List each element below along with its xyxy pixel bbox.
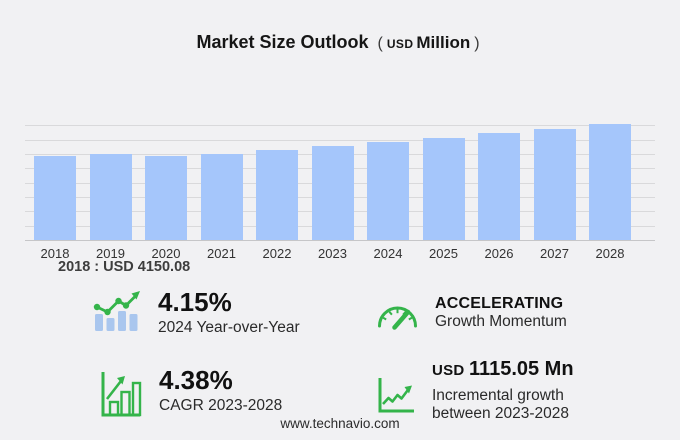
bar-2023 bbox=[311, 145, 354, 240]
line-chart-icon bbox=[376, 375, 416, 420]
x-axis-line bbox=[25, 240, 655, 241]
title-paren-open: ( bbox=[377, 35, 383, 52]
x-axis-labels: 2018 2019 2020 2021 2022 2023 2024 2025 2026 2027… bbox=[25, 246, 655, 262]
bar-2028 bbox=[589, 123, 631, 240]
incremental-label-line2: between 2023-2028 bbox=[432, 405, 570, 422]
bar-2024 bbox=[367, 142, 409, 240]
x-label-2024: 2024 bbox=[373, 246, 403, 261]
momentum-value: ACCELERATING bbox=[435, 295, 564, 312]
bar-2025 bbox=[422, 137, 465, 240]
stat-cagr: 4.38% CAGR 2023-2028 bbox=[98, 366, 282, 423]
x-label-2022: 2022 bbox=[262, 246, 292, 261]
x-label-2028: 2028 bbox=[595, 246, 625, 261]
bar-2027 bbox=[533, 128, 576, 240]
cagr-value: 4.38% bbox=[159, 365, 233, 395]
x-label-2018: 2018 bbox=[40, 246, 70, 261]
incremental-value: USD 1115.05 Mn bbox=[432, 358, 574, 382]
title-unit-usd: USD bbox=[386, 37, 414, 51]
bar-2026 bbox=[478, 133, 520, 240]
growth-bars-icon bbox=[98, 370, 142, 423]
x-label-2025: 2025 bbox=[429, 246, 458, 261]
yoy-label: 2024 Year-over-Year bbox=[158, 319, 300, 336]
title-paren-close: ) bbox=[474, 35, 480, 52]
chart-annotation-2018-value: 2018 : USD 4150.08 bbox=[58, 259, 191, 275]
gridline bbox=[25, 125, 655, 127]
incremental-label-line1: Incremental growth bbox=[432, 387, 564, 404]
x-label-2027: 2027 bbox=[540, 246, 569, 261]
incremental-value-prefix: USD bbox=[432, 362, 465, 379]
bar-2018 bbox=[34, 156, 76, 240]
x-label-2021: 2021 bbox=[207, 246, 236, 261]
stat-yoy: 4.15% 2024 Year-over-Year bbox=[92, 288, 300, 337]
title-main: Market Size Outlook bbox=[196, 32, 369, 52]
cagr-label: CAGR 2023-2028 bbox=[159, 397, 283, 414]
x-label-2020: 2020 bbox=[151, 246, 181, 261]
bar-chart-plot-area bbox=[25, 108, 655, 241]
x-label-2026: 2026 bbox=[484, 246, 514, 261]
x-label-2023: 2023 bbox=[318, 246, 347, 261]
gridline bbox=[25, 139, 655, 141]
bar-2019 bbox=[89, 153, 132, 240]
title-unit-million: Million bbox=[416, 33, 471, 52]
bar-trend-icon bbox=[92, 290, 142, 337]
stat-momentum: ACCELERATING Growth Momentum bbox=[374, 290, 567, 335]
incremental-value-number: 1115.05 Mn bbox=[469, 358, 574, 380]
x-label-2019: 2019 bbox=[96, 246, 125, 261]
momentum-label: Growth Momentum bbox=[435, 313, 567, 330]
stat-incremental-growth: USD 1115.05 Mn Incremental growth betwee… bbox=[376, 358, 574, 423]
yoy-value: 4.15% bbox=[158, 287, 232, 317]
page-title: Market Size Outlook (USD Million) bbox=[0, 32, 680, 53]
bar-2021 bbox=[200, 153, 243, 240]
gauge-icon bbox=[374, 290, 421, 335]
bar-2022 bbox=[256, 150, 298, 240]
bar-2020 bbox=[145, 156, 187, 240]
footer-link[interactable]: www.technavio.com bbox=[280, 416, 400, 431]
